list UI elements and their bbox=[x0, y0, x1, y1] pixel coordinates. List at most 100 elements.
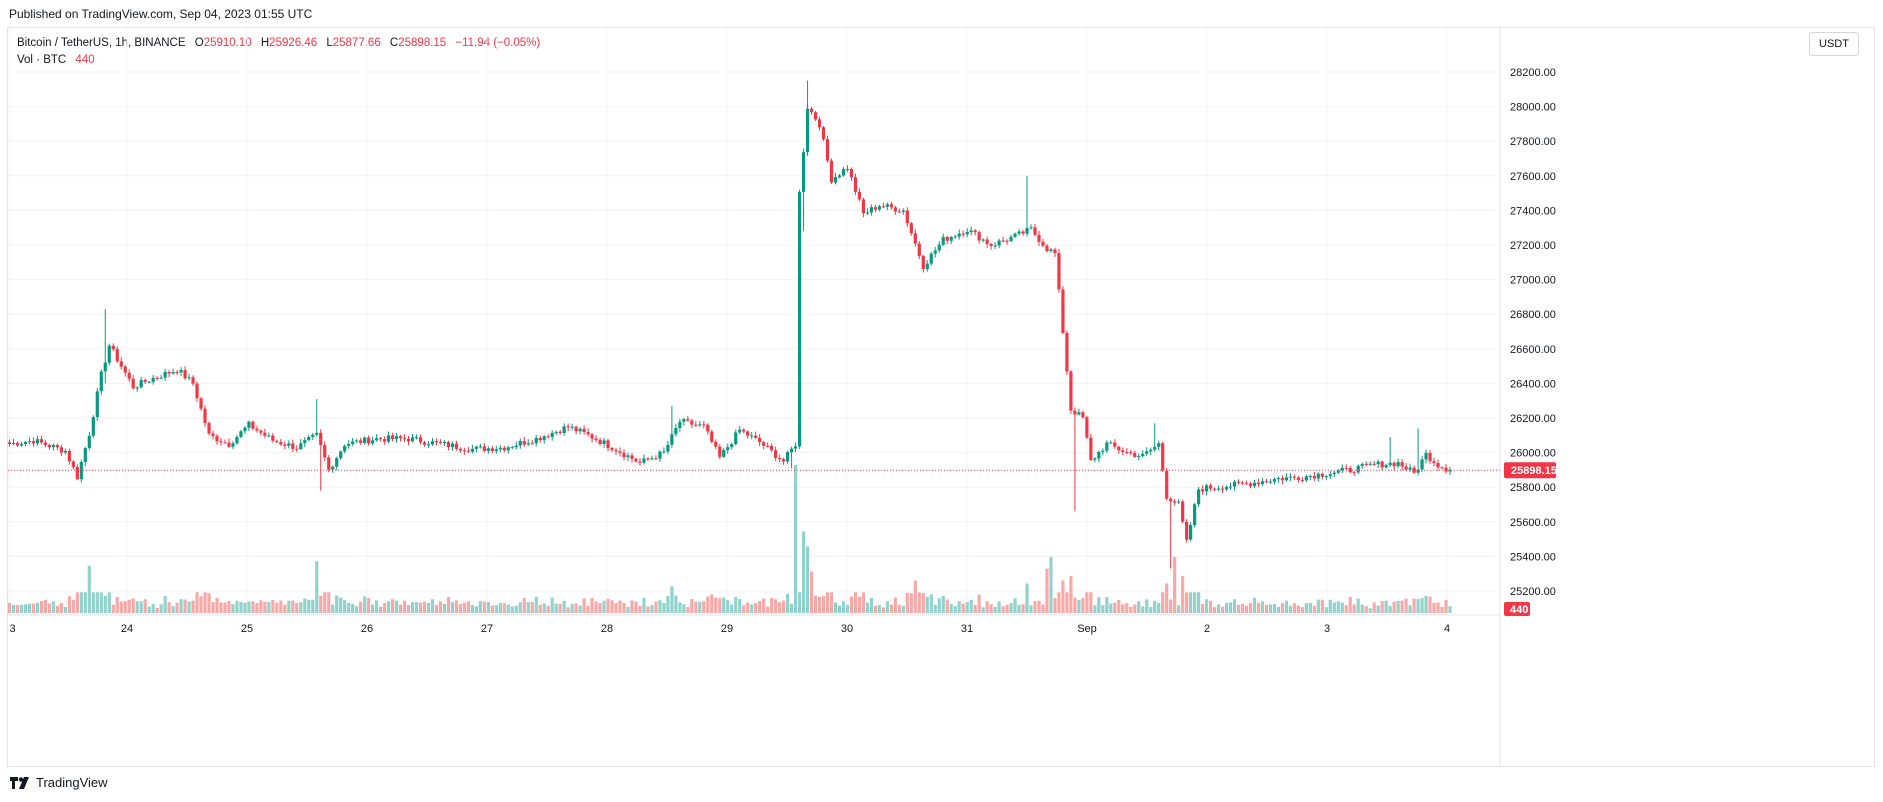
volume-bar bbox=[1065, 592, 1069, 613]
volume-bar bbox=[267, 601, 271, 613]
candle-body bbox=[670, 434, 674, 445]
volume-bar bbox=[542, 603, 546, 613]
price-tick-label: 27200.00 bbox=[1510, 240, 1556, 252]
candle-body bbox=[291, 443, 295, 449]
candle-body bbox=[255, 428, 259, 431]
volume-bar bbox=[1404, 598, 1408, 613]
candle-body bbox=[1252, 482, 1257, 487]
candle-body bbox=[83, 448, 87, 462]
candle-body bbox=[562, 426, 566, 434]
volume-bar bbox=[430, 599, 435, 613]
volume-bar bbox=[466, 601, 470, 613]
volume-bar bbox=[1212, 607, 1217, 613]
volume-bar bbox=[1005, 605, 1009, 613]
volume-bar bbox=[462, 602, 466, 613]
candle-body bbox=[207, 423, 211, 434]
candle-body bbox=[259, 430, 263, 433]
volume-bar bbox=[1220, 606, 1225, 613]
volume-bar bbox=[371, 604, 375, 613]
candle-body bbox=[23, 442, 28, 444]
candle-body bbox=[1204, 485, 1209, 492]
volume-bar bbox=[131, 598, 135, 613]
volume-bar bbox=[378, 606, 383, 613]
candle-body bbox=[307, 436, 311, 441]
volume-bar bbox=[279, 600, 283, 613]
candle-body bbox=[953, 236, 957, 238]
candle-body bbox=[1197, 489, 1201, 505]
candle-body bbox=[1276, 478, 1281, 480]
candle-body bbox=[1037, 234, 1041, 242]
volume-bar bbox=[1045, 568, 1049, 613]
volume-bar bbox=[398, 604, 403, 613]
volume-bar bbox=[1093, 605, 1097, 613]
volume-bar bbox=[1224, 603, 1229, 613]
volume-bar bbox=[1037, 600, 1041, 613]
volume-bar bbox=[295, 603, 299, 613]
volume-bar bbox=[1304, 603, 1308, 613]
candle-body bbox=[650, 458, 654, 460]
candle-body bbox=[394, 436, 399, 440]
candle-body bbox=[343, 445, 347, 452]
tradingview-logo[interactable]: TradingView bbox=[10, 775, 108, 790]
candle-body bbox=[363, 437, 367, 443]
price-axis[interactable]: 28200.00 28000.00 27800.00 27600.00 27400.00… bbox=[1499, 28, 1557, 767]
volume-bar bbox=[175, 602, 179, 613]
volume-bar bbox=[1376, 605, 1380, 613]
candle-body bbox=[1073, 410, 1077, 415]
candle-body bbox=[510, 447, 514, 449]
volume-bar bbox=[422, 601, 427, 613]
volume-bar bbox=[1372, 602, 1376, 613]
candle-body bbox=[1256, 482, 1261, 485]
volume-bar bbox=[1332, 602, 1336, 613]
symbol-label[interactable]: Bitcoin / TetherUS, 1h, BINANCE bbox=[17, 37, 186, 49]
candle-body bbox=[422, 442, 427, 445]
tradingview-logo-icon bbox=[10, 776, 29, 789]
candle-body bbox=[929, 253, 933, 264]
last-volume-label: 440 bbox=[1510, 604, 1528, 616]
volume-bar bbox=[869, 597, 874, 613]
candle-body bbox=[211, 433, 215, 436]
candle-body bbox=[1001, 240, 1005, 242]
candle-body bbox=[774, 450, 778, 459]
candle-body bbox=[829, 160, 834, 183]
volume-bar bbox=[805, 546, 810, 613]
candle-body bbox=[147, 381, 151, 383]
candle-body bbox=[1021, 231, 1025, 234]
volume-bar bbox=[965, 602, 969, 613]
candle-body bbox=[702, 424, 706, 426]
volume-bar bbox=[1033, 601, 1037, 613]
volume-bar bbox=[710, 594, 714, 613]
volume-bar bbox=[287, 600, 291, 613]
candle-body bbox=[1049, 249, 1053, 251]
currency-button[interactable]: USDT bbox=[1809, 32, 1859, 56]
volume-bar bbox=[490, 605, 494, 613]
candle-body bbox=[666, 444, 670, 452]
time-axis[interactable]: 3 24 25 26 27 28 29 30 31 Sep 2 3 4 bbox=[8, 614, 1500, 635]
candle-body bbox=[199, 398, 203, 409]
candle-body bbox=[1005, 240, 1009, 242]
candle-body bbox=[235, 436, 239, 444]
candle-body bbox=[746, 431, 750, 436]
volume-bar bbox=[87, 565, 91, 613]
candle-body bbox=[1308, 475, 1312, 477]
candle-body bbox=[901, 210, 905, 212]
volume-bar bbox=[115, 596, 119, 613]
candle-body bbox=[913, 233, 917, 244]
candle-body bbox=[1352, 472, 1356, 474]
price-tick-label: 26200.00 bbox=[1510, 413, 1556, 425]
volume-bar bbox=[191, 600, 195, 613]
time-tick-label: 28 bbox=[601, 623, 613, 635]
volume-bar bbox=[343, 600, 347, 613]
low-value: 25877.66 bbox=[332, 37, 381, 49]
volume-bar bbox=[394, 600, 399, 613]
volume-bar bbox=[762, 598, 766, 613]
volume-bar bbox=[877, 605, 881, 613]
candle-body bbox=[786, 452, 790, 462]
candle-body bbox=[734, 432, 738, 445]
volume-label[interactable]: Vol · BTC bbox=[17, 54, 67, 66]
candle-body bbox=[969, 230, 973, 233]
volume-bar bbox=[1061, 580, 1065, 613]
volume-bar bbox=[1113, 602, 1117, 613]
candle-body bbox=[462, 450, 466, 452]
